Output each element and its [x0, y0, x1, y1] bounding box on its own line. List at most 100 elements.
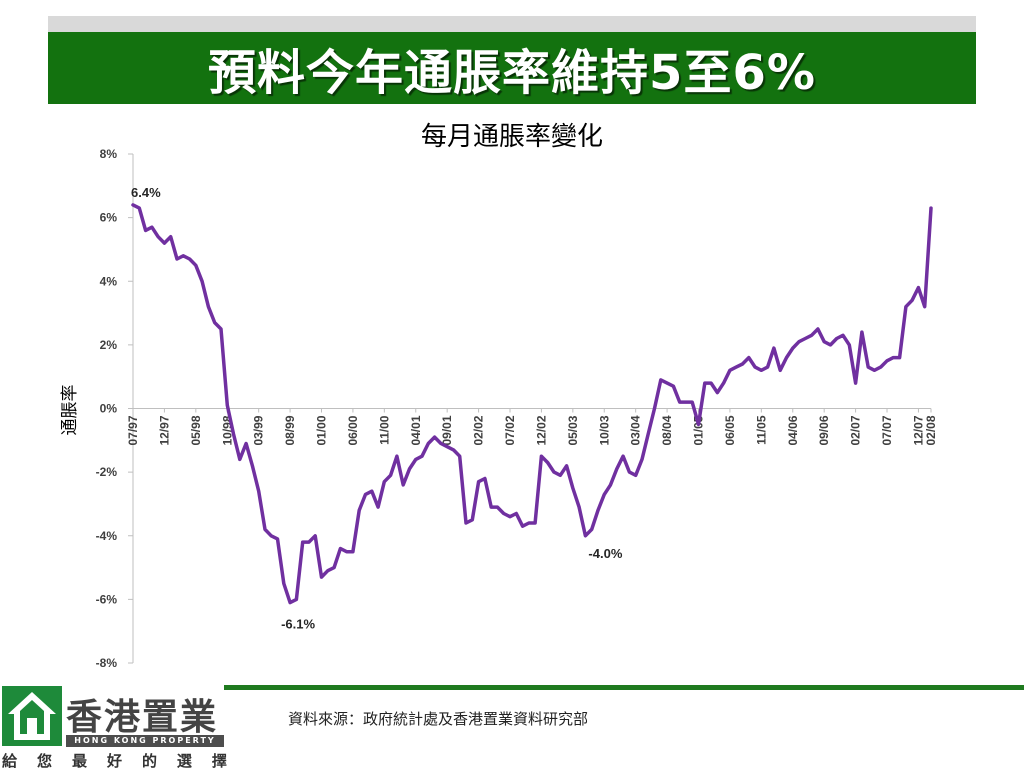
slogan-char: 您 — [36, 752, 52, 768]
data-point — [753, 365, 757, 369]
y-axis-title: 通脹率 — [60, 385, 80, 436]
y-tick-label: 4% — [100, 274, 118, 288]
data-point — [515, 512, 518, 515]
slogan-char: 選 — [176, 752, 192, 768]
x-tick-label: 11/00 — [377, 415, 391, 445]
x-tick-label: 06/00 — [346, 415, 360, 445]
data-point — [376, 505, 380, 509]
data-point — [634, 474, 637, 477]
data-point — [439, 442, 443, 445]
data-point — [452, 448, 455, 452]
x-tick-label: 09/06 — [817, 415, 831, 445]
data-point — [188, 257, 191, 261]
x-tick-label: 08/04 — [660, 415, 674, 445]
data-point — [885, 359, 889, 362]
x-tick-label: 02/08 — [924, 415, 938, 445]
data-point — [276, 537, 279, 541]
data-point — [577, 505, 581, 509]
data-point — [621, 455, 625, 458]
data-point — [182, 254, 185, 257]
data-point — [219, 327, 223, 331]
data-point — [527, 521, 531, 525]
inflation-series-line — [131, 203, 933, 605]
data-point — [445, 445, 449, 448]
data-point — [270, 534, 273, 537]
x-tick-label: 05/03 — [566, 415, 580, 445]
title-banner: 預料今年通脹率維持5至6% — [48, 32, 976, 104]
data-point — [684, 400, 688, 404]
slogan-char: 的 — [141, 752, 157, 768]
data-point — [910, 299, 914, 302]
data-point — [709, 381, 713, 385]
data-point — [797, 340, 801, 343]
data-point — [835, 337, 838, 340]
data-point — [257, 490, 260, 493]
data-point — [866, 365, 870, 369]
y-tick-label: 8% — [100, 147, 118, 161]
x-tick-label: 05/98 — [189, 415, 203, 445]
data-point — [760, 369, 763, 372]
data-point — [301, 540, 304, 544]
y-tick-label: 2% — [100, 338, 118, 352]
x-tick-label: 07/07 — [880, 415, 894, 445]
data-point — [263, 528, 267, 531]
data-point — [251, 464, 254, 467]
data-point — [144, 229, 147, 232]
data-point — [829, 343, 832, 347]
data-point — [483, 477, 487, 480]
data-point — [471, 518, 474, 522]
data-point — [640, 458, 644, 461]
data-point — [326, 569, 329, 572]
data-point — [716, 391, 719, 394]
y-tick-label: 6% — [100, 211, 118, 225]
chart-title: 每月通脹率變化 — [420, 122, 603, 152]
data-point — [923, 305, 926, 308]
data-point — [904, 305, 908, 308]
data-point — [370, 490, 373, 493]
data-point — [735, 365, 738, 369]
data-point — [898, 356, 901, 359]
data-point — [810, 334, 813, 337]
data-point — [596, 509, 600, 512]
x-tick-label: 08/99 — [283, 415, 297, 445]
data-point — [672, 385, 675, 388]
data-point — [533, 521, 537, 525]
data-point — [138, 206, 141, 210]
data-point — [917, 286, 920, 289]
data-point — [879, 365, 882, 369]
x-tick-label: 02/02 — [472, 415, 486, 445]
data-point — [427, 442, 430, 445]
data-point — [697, 423, 700, 426]
house-logo-icon — [2, 686, 62, 746]
slogan-char: 給 — [2, 752, 18, 768]
data-point — [603, 493, 606, 496]
footer-divider — [224, 685, 1024, 690]
data-point — [314, 534, 317, 537]
data-point — [822, 340, 826, 343]
x-tick-label: 12/07 — [911, 415, 925, 445]
data-point — [288, 601, 292, 604]
data-point — [320, 575, 323, 579]
slide-title: 預料今年通脹率維持5至6% — [208, 45, 816, 101]
x-tick-label: 11/05 — [754, 415, 768, 445]
data-point — [150, 225, 154, 229]
data-point — [395, 455, 399, 458]
x-tick-label: 10/03 — [597, 415, 611, 445]
y-tick-label: -2% — [96, 465, 118, 479]
x-tick-label: 07/02 — [503, 415, 517, 445]
data-point — [521, 525, 524, 528]
data-point — [232, 432, 235, 436]
data-point — [728, 369, 732, 372]
data-point — [609, 483, 612, 487]
data-point — [785, 356, 788, 359]
chart-area: 8% 6% 4% 2% 0% -2% -4% -6% -8% 通脹率 07/97 12/97 05/98… — [55, 0, 968, 676]
data-point — [383, 480, 386, 483]
source-note: 資料來源：政府統計處及香港置業資料研究部 — [288, 710, 589, 728]
data-point — [678, 400, 681, 404]
x-tick-label: 04/01 — [409, 415, 423, 445]
data-point — [841, 334, 845, 337]
data-point — [169, 235, 172, 238]
data-point — [546, 461, 549, 464]
data-point — [508, 515, 512, 518]
data-point — [200, 280, 204, 283]
